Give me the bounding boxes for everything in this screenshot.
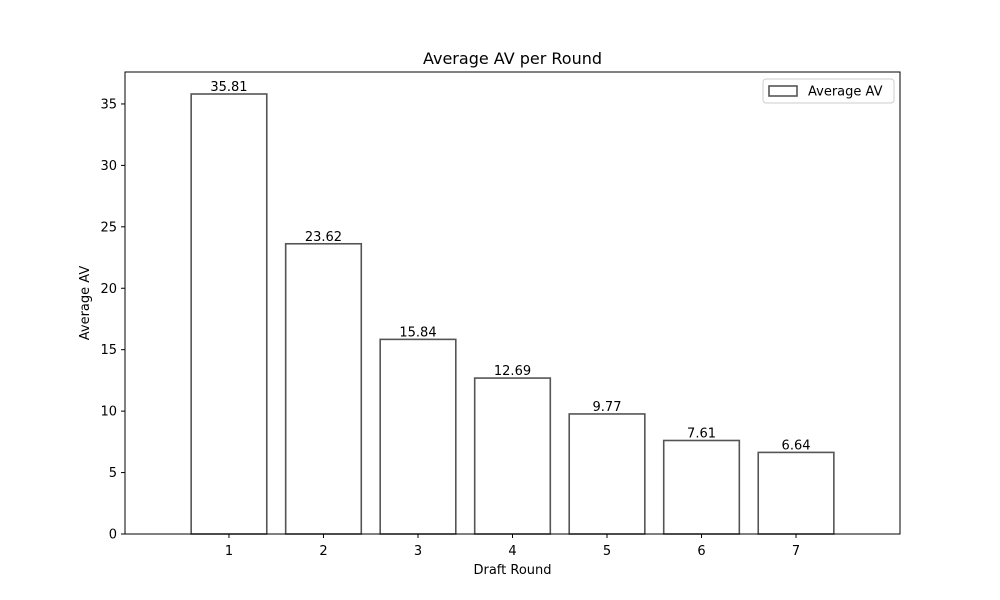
- y-tick-label: 25: [100, 220, 117, 235]
- bar-round-1: [190, 93, 268, 535]
- data-label-round-1: 35.81: [210, 80, 247, 95]
- data-label-round-4: 12.69: [494, 364, 531, 379]
- legend: Average AV: [762, 78, 895, 104]
- legend-frame: [762, 78, 895, 104]
- legend-label: Average AV: [808, 85, 883, 100]
- bar-round-5: [568, 413, 646, 535]
- x-axis-label: Draft Round: [473, 563, 551, 578]
- data-label-round-7: 6.64: [782, 438, 811, 453]
- data-label-round-2: 23.62: [305, 230, 342, 245]
- chart-title: Average AV per Round: [423, 49, 602, 68]
- y-tick-label: 30: [100, 159, 117, 174]
- y-tick-label: 5: [109, 466, 117, 481]
- x-tick-label: 2: [319, 544, 327, 559]
- bar-round-6: [662, 439, 741, 535]
- y-tick-label: 10: [100, 405, 117, 420]
- bar-round-3: [379, 338, 457, 535]
- y-tick-label: 15: [100, 343, 117, 358]
- bar-round-4: [473, 377, 552, 535]
- x-tick-label: 5: [603, 544, 611, 559]
- y-tick-label: 0: [109, 528, 117, 543]
- x-tick-label: 3: [414, 544, 422, 559]
- x-tick-label: 6: [697, 544, 705, 559]
- x-tick-label: 4: [508, 544, 516, 559]
- bars-layer: [190, 93, 835, 535]
- y-tick-label: 20: [100, 282, 117, 297]
- x-tick-label: 7: [792, 544, 800, 559]
- y-tick-label: 35: [100, 97, 117, 112]
- bar-round-7: [757, 451, 835, 535]
- data-label-round-5: 9.77: [593, 400, 622, 415]
- x-axis-ticks: 1 2 3 4 5 6 7: [225, 534, 800, 559]
- y-axis-ticks: 0 5 10 15 20 25 30 35: [100, 97, 125, 543]
- legend-swatch: [768, 85, 798, 97]
- data-label-round-3: 15.84: [399, 325, 436, 340]
- x-tick-label: 1: [225, 544, 233, 559]
- data-label-round-6: 7.61: [687, 426, 716, 441]
- bar-round-2: [284, 242, 363, 535]
- data-labels-layer: 35.81 23.62 15.84 12.69 9.77 7.61 6.64: [210, 80, 810, 453]
- y-axis-label: Average AV: [78, 266, 93, 341]
